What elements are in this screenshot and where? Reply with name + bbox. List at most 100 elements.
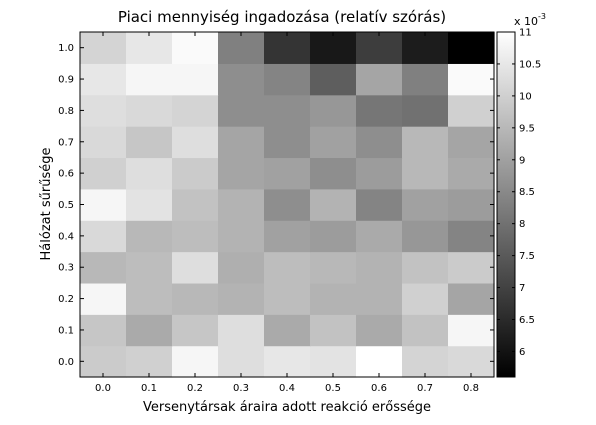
heatmap-cell bbox=[172, 94, 219, 127]
heatmap-cell bbox=[448, 282, 495, 315]
colorbar-tick-label: 7 bbox=[519, 283, 525, 294]
heatmap-cell bbox=[310, 32, 357, 64]
heatmap-cell bbox=[264, 126, 311, 159]
x-tick-label: 0.6 bbox=[371, 383, 387, 394]
colorbar-tick-label: 10 bbox=[519, 91, 532, 102]
heatmap-cell bbox=[356, 314, 403, 347]
heatmap-cell bbox=[402, 282, 449, 315]
heatmap-cell bbox=[218, 282, 265, 315]
heatmap-cell bbox=[218, 32, 265, 64]
heatmap-cell bbox=[402, 94, 449, 127]
y-tick-label: 0.3 bbox=[58, 263, 74, 274]
y-axis-ticks: 0.0 0.1 0.2 0.3 0.4 0.5 0.6 0.7 0.8 0.9 1.0 bbox=[58, 43, 494, 368]
x-tick-label: 0.0 bbox=[95, 383, 111, 394]
heatmap-cell bbox=[356, 157, 403, 190]
heatmap-cell bbox=[402, 157, 449, 190]
heatmap-cell bbox=[80, 126, 127, 159]
colorbar-tick-label: 8.5 bbox=[519, 187, 535, 198]
heatmap-cell bbox=[80, 188, 127, 221]
heatmap-cell bbox=[80, 345, 127, 378]
heatmap-cell bbox=[402, 63, 449, 96]
x-tick-label: 0.1 bbox=[141, 383, 157, 394]
heatmap-cell bbox=[264, 251, 311, 284]
heatmap-cell bbox=[126, 314, 173, 347]
colorbar-tick-label: 9.5 bbox=[519, 123, 535, 134]
heatmap-cell bbox=[448, 251, 495, 284]
heatmap-cell bbox=[218, 188, 265, 221]
heatmap-cell bbox=[172, 63, 219, 96]
x-tick-label: 0.4 bbox=[279, 383, 295, 394]
heatmap-cell bbox=[264, 282, 311, 315]
heatmap-cell bbox=[264, 188, 311, 221]
colorbar-tick-label: 10.5 bbox=[519, 59, 541, 70]
heatmap-cell bbox=[126, 63, 173, 96]
heatmap-cell bbox=[264, 63, 311, 96]
x-tick-label: 0.8 bbox=[463, 383, 479, 394]
heatmap-cell bbox=[218, 251, 265, 284]
chart-title: Piaci mennyiség ingadozása (relatív szór… bbox=[118, 8, 446, 26]
heatmap-cell bbox=[172, 314, 219, 347]
heatmap-cell bbox=[402, 32, 449, 64]
heatmap-cells bbox=[80, 32, 495, 378]
y-tick-label: 0.2 bbox=[58, 294, 74, 305]
heatmap-cell bbox=[80, 282, 127, 315]
heatmap-cell bbox=[172, 282, 219, 315]
heatmap-cell bbox=[356, 63, 403, 96]
colorbar-tick-label: 7.5 bbox=[519, 251, 535, 262]
heatmap-cell bbox=[80, 314, 127, 347]
heatmap-cell bbox=[310, 345, 357, 378]
heatmap-cell bbox=[448, 314, 495, 347]
x-axis-ticks: 0.0 0.1 0.2 0.3 0.4 0.5 0.6 0.7 0.8 bbox=[95, 32, 479, 394]
heatmap-cell bbox=[448, 345, 495, 378]
heatmap-cell bbox=[172, 345, 219, 378]
heatmap-cell bbox=[172, 188, 219, 221]
heatmap-cell bbox=[172, 32, 219, 64]
heatmap-cell bbox=[356, 32, 403, 64]
heatmap-cell bbox=[126, 157, 173, 190]
colorbar-tick-label: 6 bbox=[519, 347, 525, 358]
heatmap-cell bbox=[448, 188, 495, 221]
heatmap-cell bbox=[264, 314, 311, 347]
heatmap-cell bbox=[218, 63, 265, 96]
heatmap-cell bbox=[402, 220, 449, 253]
heatmap-cell bbox=[402, 188, 449, 221]
y-tick-label: 1.0 bbox=[58, 43, 74, 54]
heatmap-cell bbox=[356, 251, 403, 284]
heatmap-cell bbox=[402, 251, 449, 284]
y-tick-label: 0.9 bbox=[58, 75, 74, 86]
heatmap-cell bbox=[356, 345, 403, 378]
heatmap-cell bbox=[80, 220, 127, 253]
heatmap-cell bbox=[126, 188, 173, 221]
heatmap-cell bbox=[264, 157, 311, 190]
heatmap-cell bbox=[402, 314, 449, 347]
heatmap-cell bbox=[448, 32, 495, 64]
heatmap-cell bbox=[218, 94, 265, 127]
heatmap-cell bbox=[310, 220, 357, 253]
colorbar-tick-label: 6.5 bbox=[519, 315, 535, 326]
heatmap-cell bbox=[126, 32, 173, 64]
heatmap-cell bbox=[356, 282, 403, 315]
heatmap-cell bbox=[310, 282, 357, 315]
heatmap-cell bbox=[264, 94, 311, 127]
heatmap-cell bbox=[80, 251, 127, 284]
heatmap-cell bbox=[126, 282, 173, 315]
heatmap-cell bbox=[448, 94, 495, 127]
heatmap-cell bbox=[172, 126, 219, 159]
colorbar bbox=[496, 31, 516, 378]
heatmap-cell bbox=[218, 345, 265, 378]
heatmap-cell bbox=[126, 345, 173, 378]
heatmap-cell bbox=[310, 94, 357, 127]
colorbar-tick-label: 8 bbox=[519, 219, 525, 230]
y-tick-label: 0.0 bbox=[58, 357, 74, 368]
colorbar-multiplier-exponent: -3 bbox=[538, 12, 546, 21]
colorbar-ticks: 6 6.5 7 7.5 8 8.5 9 9.5 10 10.5 11 bbox=[497, 28, 541, 358]
heatmap-cell bbox=[310, 314, 357, 347]
heatmap-cell bbox=[126, 220, 173, 253]
heatmap-cell bbox=[448, 157, 495, 190]
heatmap-cell bbox=[126, 94, 173, 127]
heatmap-cell bbox=[448, 63, 495, 96]
heatmap-cell bbox=[448, 220, 495, 253]
y-axis-label: Hálózat sűrűsége bbox=[39, 148, 54, 261]
heatmap-cell bbox=[172, 251, 219, 284]
